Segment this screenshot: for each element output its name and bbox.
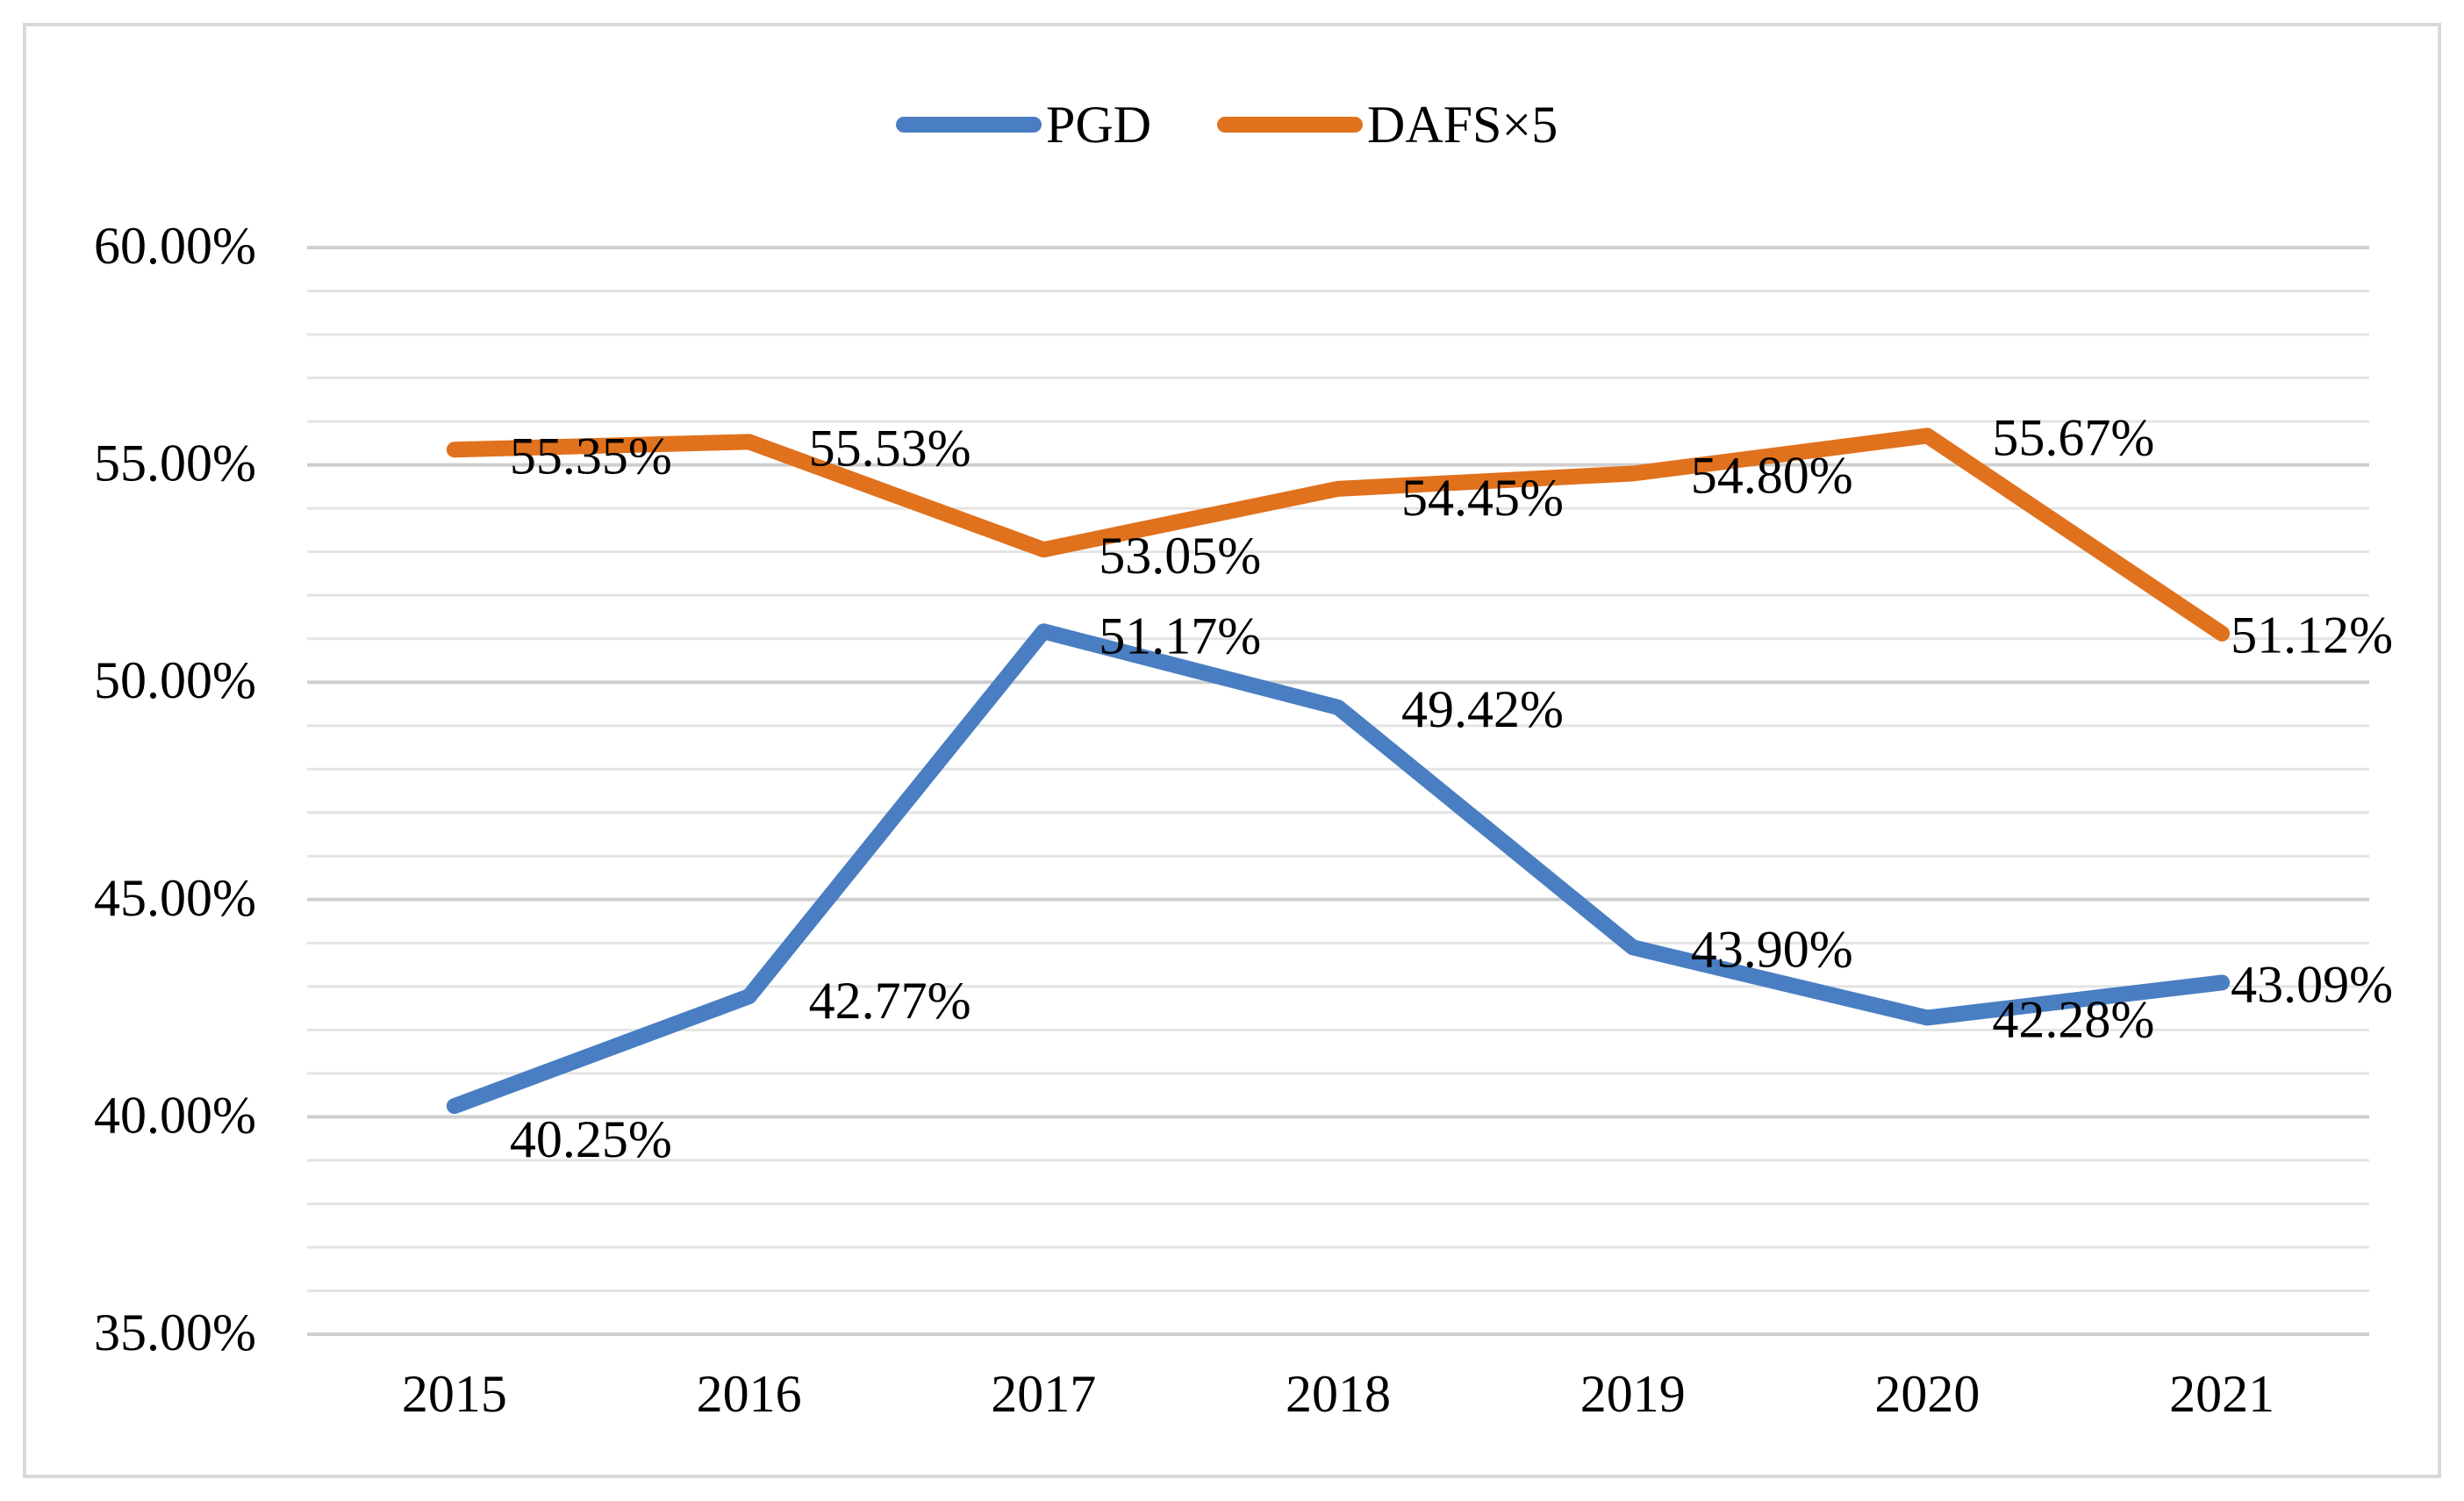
- data-label: 54.80%: [1691, 447, 1853, 505]
- data-label: 51.17%: [1099, 607, 1261, 664]
- x-tick-label: 2016: [697, 1365, 802, 1423]
- x-axis-ticks: 2015 2016 2017 2018 2019 2020 2021: [402, 1365, 2274, 1423]
- series-line-pgd: [446, 623, 2231, 1115]
- x-tick-label: 2017: [991, 1365, 1096, 1423]
- x-tick-label: 2018: [1286, 1365, 1391, 1423]
- data-label: 55.67%: [1992, 408, 2154, 466]
- x-tick-label: 2021: [2169, 1365, 2274, 1423]
- legend-label: PGD: [1046, 96, 1151, 154]
- y-tick-label: 55.00%: [94, 434, 256, 492]
- data-label: 43.09%: [2231, 955, 2393, 1013]
- legend: PGD DAFS×5: [896, 96, 1558, 154]
- data-label: 55.53%: [809, 419, 971, 477]
- x-tick-label: 2020: [1874, 1365, 1980, 1423]
- data-label: 54.45%: [1401, 469, 1564, 527]
- data-label: 42.28%: [1992, 990, 2154, 1048]
- y-tick-label: 35.00%: [94, 1304, 256, 1361]
- y-tick-label: 45.00%: [94, 869, 256, 927]
- data-label: 53.05%: [1099, 527, 1261, 585]
- grid-layer: [307, 246, 2369, 1336]
- data-label: 40.25%: [510, 1110, 672, 1168]
- data-label: 51.12%: [2231, 607, 2393, 664]
- y-tick-label: 50.00%: [94, 651, 256, 709]
- line-chart: 35.00% 40.00% 45.00% 50.00% 55.00% 60.00% 201…: [94, 96, 2393, 1423]
- series-layer: [446, 427, 2231, 1115]
- x-tick-label: 2015: [402, 1365, 507, 1423]
- data-label: 49.42%: [1401, 680, 1564, 738]
- y-tick-label: 60.00%: [94, 217, 256, 275]
- data-label: 43.90%: [1691, 920, 1853, 978]
- x-tick-label: 2019: [1580, 1365, 1686, 1423]
- data-labels: 40.25% 42.77% 51.17% 49.42% 43.90% 42.28% 43.0…: [510, 408, 2393, 1168]
- series-line-dafs: [446, 427, 2231, 642]
- chart-frame: 35.00% 40.00% 45.00% 50.00% 55.00% 60.00% 201…: [23, 23, 2441, 1478]
- data-label: 42.77%: [809, 972, 971, 1030]
- legend-label: DAFS×5: [1367, 96, 1558, 154]
- data-label: 55.35%: [510, 427, 672, 485]
- y-axis-ticks: 35.00% 40.00% 45.00% 50.00% 55.00% 60.00%: [94, 217, 256, 1361]
- y-tick-label: 40.00%: [94, 1086, 256, 1144]
